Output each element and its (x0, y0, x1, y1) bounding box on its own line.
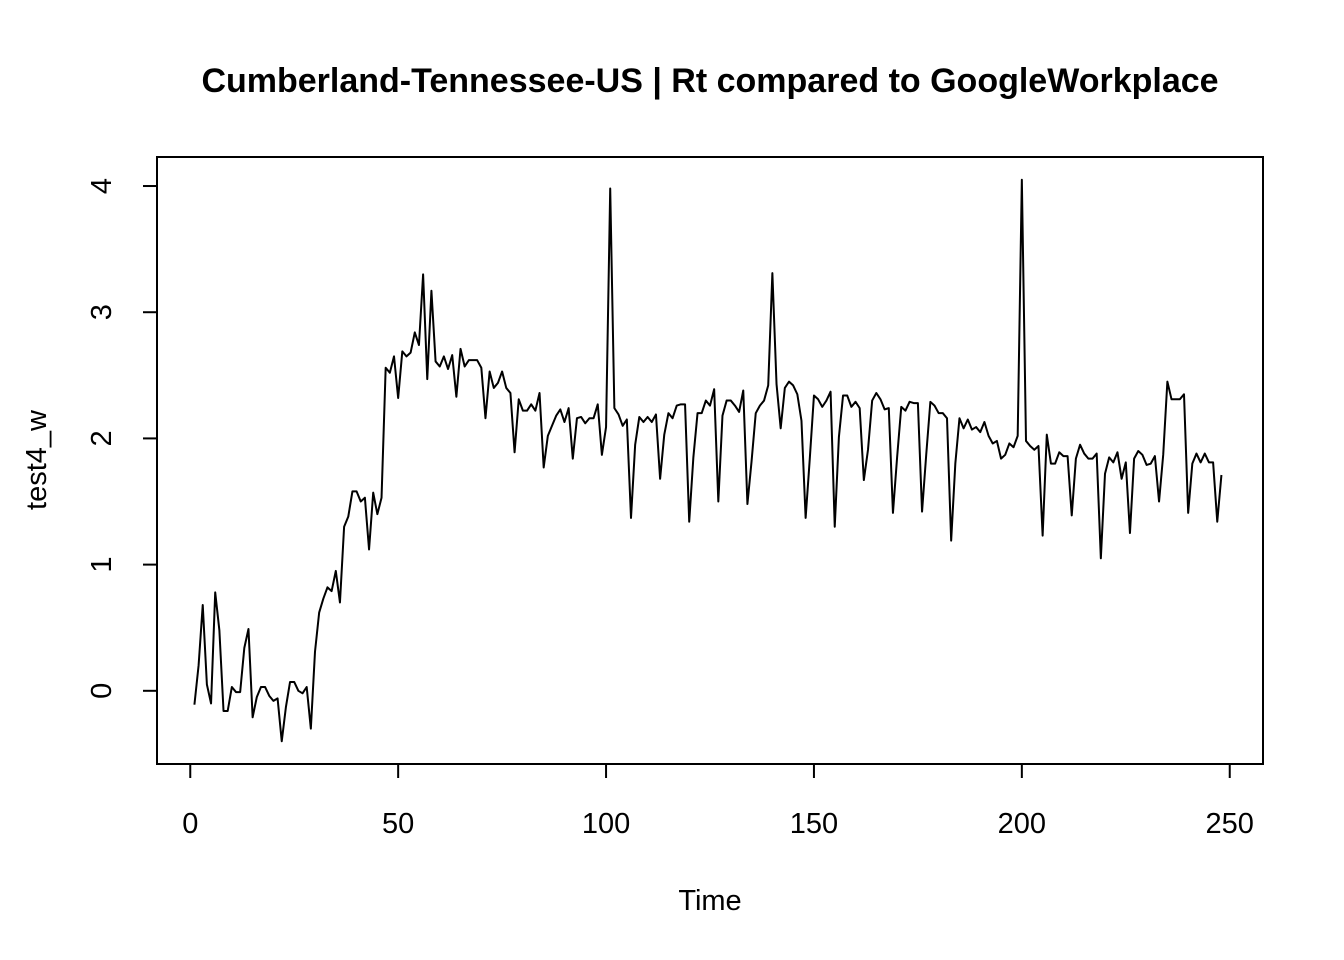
x-tick-label: 0 (182, 808, 198, 840)
series-layer (193, 178, 1223, 743)
y-axis: 0 1 2 3 4 (86, 178, 158, 699)
x-tick-label: 150 (790, 808, 838, 840)
x-tick-label: 50 (382, 808, 414, 840)
y-axis-label: test4_w (21, 409, 53, 510)
y-tick-label: 0 (86, 683, 118, 699)
x-axis: 0 50 100 150 200 250 (182, 763, 1254, 840)
y-tick-label: 2 (86, 430, 118, 446)
x-axis-label: Time (678, 885, 741, 917)
series-line (193, 178, 1223, 743)
x-tick-label: 200 (998, 808, 1046, 840)
y-tick-label: 3 (86, 304, 118, 320)
x-tick-label: 250 (1206, 808, 1254, 840)
y-tick-label: 4 (86, 178, 118, 194)
y-tick-label: 1 (86, 557, 118, 573)
chart-title: Cumberland-Tennessee-US | Rt compared to… (201, 62, 1218, 100)
x-tick-label: 100 (582, 808, 630, 840)
